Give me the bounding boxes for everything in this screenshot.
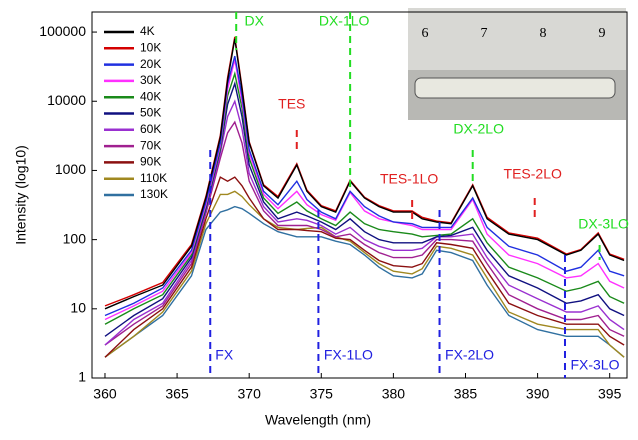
series-group <box>104 36 625 358</box>
annotation-label: DX-2LO <box>453 121 504 137</box>
legend-label: 20K <box>140 57 161 71</box>
series-line <box>104 120 625 346</box>
x-axis-label: Wavelength (nm) <box>265 412 371 428</box>
y-tick-label: 1 <box>78 369 86 385</box>
x-tick-label: 370 <box>238 386 262 402</box>
annotation-label: FX-1LO <box>324 347 373 363</box>
legend-label: 50K <box>140 106 161 120</box>
ruler-number: 9 <box>599 26 606 41</box>
inset-photo: 6 7 8 9 <box>408 8 626 120</box>
x-tick-label: 365 <box>165 386 189 402</box>
x-tick-label: 390 <box>526 386 550 402</box>
series-line <box>104 99 625 346</box>
legend-label: 130K <box>140 187 168 201</box>
series-line <box>104 205 625 358</box>
legend-label: 40K <box>140 89 161 103</box>
y-tick-label: 100 <box>63 230 87 246</box>
sample-tube <box>414 77 616 99</box>
series-line <box>104 176 625 358</box>
legend-label: 10K <box>140 40 161 54</box>
annotation-label: FX-2LO <box>445 347 494 363</box>
annotation-label: TES-2LO <box>504 166 562 182</box>
legend: 4K 10K 20K 30K 40K 50K 60K 70K 90K 110K 130K <box>104 24 168 201</box>
ruler-number: 7 <box>481 26 488 41</box>
x-tick-label: 385 <box>454 386 478 402</box>
annotation-label: DX-3LO <box>578 216 629 232</box>
annotation-label: TES <box>278 96 305 112</box>
legend-label: 60K <box>140 122 161 136</box>
legend-label: 4K <box>140 24 155 38</box>
legend-label: 90K <box>140 155 161 169</box>
annotation-label: FX <box>215 347 234 363</box>
legend-label: 110K <box>140 171 167 185</box>
x-tick-label: 375 <box>310 386 334 402</box>
annotation-label: DX <box>244 13 264 29</box>
annotation-label: DX-1LO <box>319 13 370 29</box>
legend-label: 30K <box>140 73 161 87</box>
ruler-number: 6 <box>422 26 429 41</box>
y-tick-label: 1000 <box>55 161 86 177</box>
y-tick-label: 10 <box>70 300 86 316</box>
annotation-label: FX-3LO <box>570 357 619 373</box>
ruler-number: 8 <box>540 26 547 41</box>
y-tick-label: 10000 <box>47 92 86 108</box>
x-tick-label: 380 <box>382 386 406 402</box>
x-tick-label: 395 <box>598 386 622 402</box>
legend-label: 70K <box>140 138 161 152</box>
y-tick-label: 100000 <box>39 23 86 39</box>
series-line <box>104 190 625 358</box>
y-axis-label: Intensity (log10) <box>13 145 29 245</box>
x-tick-label: 360 <box>93 386 117 402</box>
annotation-label: TES-1LO <box>380 171 438 187</box>
plot-frame <box>91 11 628 379</box>
ruler <box>408 8 626 70</box>
